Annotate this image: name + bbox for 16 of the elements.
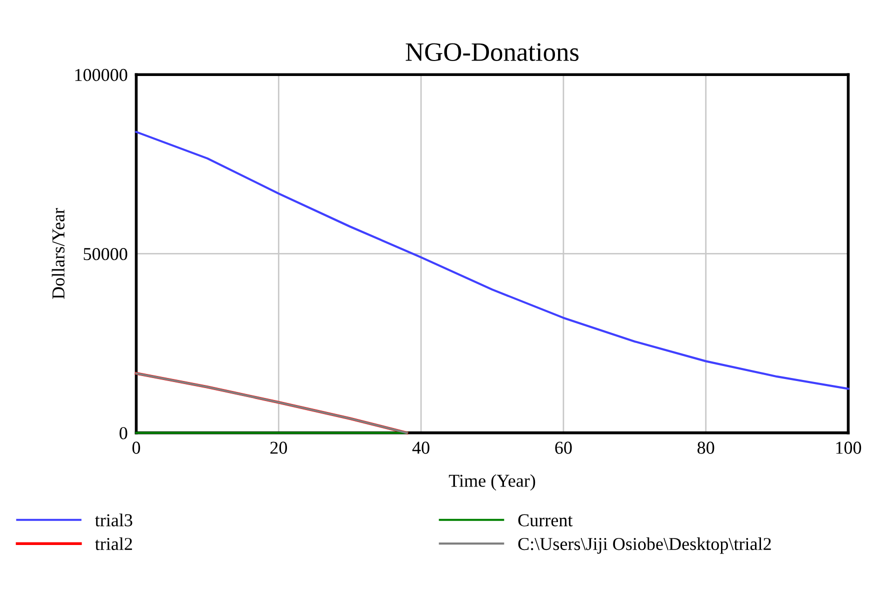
x-tick-label: 60 — [555, 442, 572, 454]
x-axis-title: Time (Year) — [448, 474, 536, 491]
legend-label: Current — [518, 514, 573, 526]
chart-title: NGO-Donations — [406, 43, 579, 61]
legend-label: trial2 — [95, 537, 132, 550]
x-tick-label: 20 — [270, 442, 287, 454]
x-tick-label: 40 — [412, 442, 430, 454]
x-tick-label: 0 — [132, 442, 140, 454]
y-tick-label: 0 — [120, 427, 128, 440]
x-tick-label: 80 — [698, 442, 714, 454]
y-tick-label: 100000 — [75, 68, 128, 82]
legend-label: trial3 — [95, 514, 132, 526]
x-tick-label: 100 — [836, 442, 862, 454]
y-axis-title: Dollars/Year — [52, 208, 65, 299]
y-tick-label: 50000 — [84, 248, 128, 260]
legend-label: C:\Users\Jiji Osiobe\Desktop\trial2 — [518, 537, 771, 554]
